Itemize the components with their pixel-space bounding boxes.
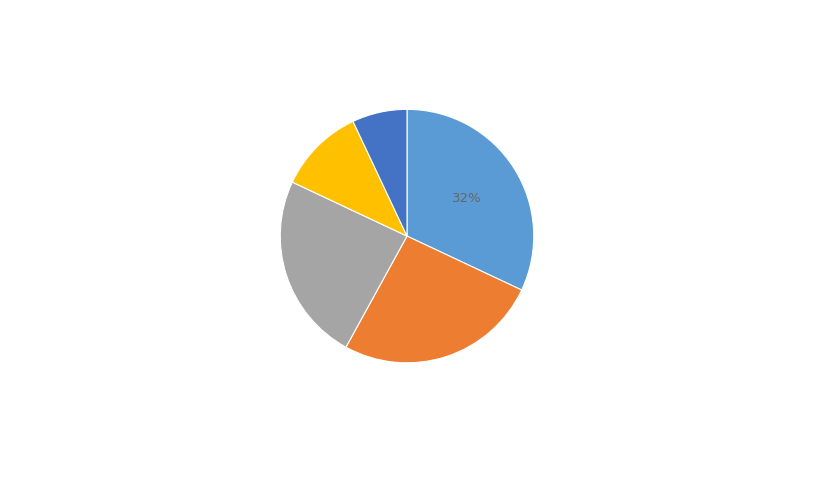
Wedge shape xyxy=(346,236,522,363)
Wedge shape xyxy=(280,182,407,347)
Wedge shape xyxy=(292,121,407,236)
Wedge shape xyxy=(407,109,534,290)
Wedge shape xyxy=(353,109,407,236)
Text: 32%: 32% xyxy=(452,191,482,205)
